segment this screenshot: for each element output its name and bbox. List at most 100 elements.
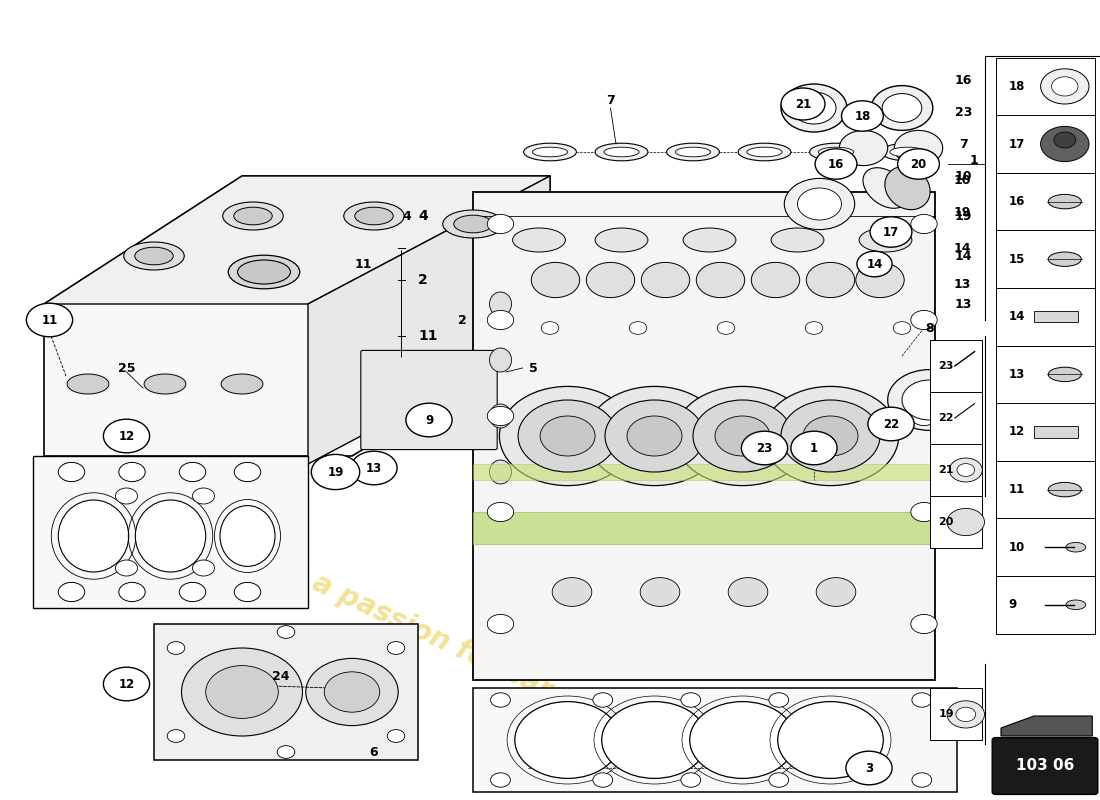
Text: 6: 6: [370, 746, 378, 758]
Circle shape: [728, 578, 768, 606]
Text: 14: 14: [867, 258, 882, 270]
Circle shape: [306, 658, 398, 726]
Circle shape: [792, 92, 836, 124]
Polygon shape: [473, 688, 957, 792]
Bar: [996, 518, 1094, 576]
Text: 11: 11: [354, 258, 372, 270]
Circle shape: [487, 502, 514, 522]
Text: 18: 18: [855, 110, 870, 122]
Circle shape: [803, 416, 858, 456]
Polygon shape: [44, 176, 550, 456]
Ellipse shape: [864, 168, 907, 208]
Polygon shape: [473, 192, 935, 680]
Text: 1: 1: [810, 442, 818, 454]
Text: 20: 20: [938, 517, 954, 527]
Ellipse shape: [124, 242, 185, 270]
Polygon shape: [473, 464, 935, 480]
Circle shape: [311, 454, 360, 490]
Circle shape: [741, 431, 788, 465]
Bar: [1034, 426, 1078, 438]
Ellipse shape: [1066, 600, 1086, 610]
Text: 11: 11: [42, 314, 57, 326]
Circle shape: [882, 94, 922, 122]
Circle shape: [593, 773, 613, 787]
Circle shape: [911, 406, 937, 426]
Text: 19: 19: [328, 466, 343, 478]
Circle shape: [778, 702, 883, 778]
Circle shape: [911, 310, 937, 330]
Circle shape: [762, 386, 899, 486]
Circle shape: [806, 262, 855, 298]
Circle shape: [715, 416, 770, 456]
Ellipse shape: [1066, 542, 1086, 552]
Circle shape: [894, 130, 943, 166]
Circle shape: [541, 322, 559, 334]
Circle shape: [717, 322, 735, 334]
Ellipse shape: [818, 147, 854, 157]
Circle shape: [912, 773, 932, 787]
Ellipse shape: [144, 374, 186, 394]
Circle shape: [192, 488, 215, 504]
Ellipse shape: [675, 147, 711, 157]
Text: 19: 19: [938, 710, 954, 719]
Text: 10: 10: [955, 170, 972, 182]
Text: 103 06: 103 06: [1015, 758, 1075, 773]
Circle shape: [406, 403, 452, 437]
Polygon shape: [154, 624, 418, 760]
Bar: [996, 173, 1094, 230]
Circle shape: [167, 642, 185, 654]
Circle shape: [751, 262, 800, 298]
Circle shape: [179, 582, 206, 602]
Polygon shape: [473, 512, 935, 544]
Polygon shape: [1001, 716, 1092, 736]
Circle shape: [119, 582, 145, 602]
Circle shape: [674, 386, 811, 486]
Circle shape: [781, 84, 847, 132]
Ellipse shape: [532, 147, 568, 157]
Text: 11: 11: [418, 329, 438, 343]
Circle shape: [487, 310, 514, 330]
Bar: [996, 461, 1094, 518]
Circle shape: [387, 642, 405, 654]
Ellipse shape: [513, 228, 565, 252]
Ellipse shape: [747, 147, 782, 157]
Circle shape: [846, 751, 892, 785]
Circle shape: [387, 730, 405, 742]
Polygon shape: [33, 456, 308, 608]
Text: 17: 17: [883, 226, 899, 238]
Circle shape: [58, 462, 85, 482]
Circle shape: [681, 773, 701, 787]
Circle shape: [769, 773, 789, 787]
Text: 4: 4: [418, 209, 428, 223]
Text: 25: 25: [118, 362, 135, 374]
Circle shape: [690, 702, 795, 778]
Circle shape: [552, 578, 592, 606]
Circle shape: [324, 672, 380, 712]
Circle shape: [947, 701, 984, 728]
Text: 3: 3: [865, 762, 873, 774]
Circle shape: [681, 693, 701, 707]
Ellipse shape: [354, 207, 394, 225]
Ellipse shape: [1048, 252, 1081, 266]
Ellipse shape: [453, 215, 493, 233]
FancyBboxPatch shape: [992, 738, 1098, 794]
Bar: [930, 444, 982, 496]
Text: 10: 10: [954, 174, 971, 186]
Circle shape: [781, 88, 825, 120]
Ellipse shape: [67, 374, 109, 394]
Ellipse shape: [442, 210, 504, 238]
Circle shape: [277, 626, 295, 638]
Text: 2: 2: [418, 273, 428, 287]
Circle shape: [103, 667, 150, 701]
Text: 21: 21: [938, 465, 954, 475]
Ellipse shape: [490, 404, 512, 428]
Ellipse shape: [490, 292, 512, 316]
Text: 9: 9: [425, 414, 433, 426]
Ellipse shape: [524, 143, 576, 161]
Circle shape: [798, 188, 842, 220]
Text: 22: 22: [938, 413, 954, 423]
Circle shape: [641, 262, 690, 298]
Circle shape: [234, 582, 261, 602]
Text: 12: 12: [119, 678, 134, 690]
Circle shape: [518, 400, 617, 472]
